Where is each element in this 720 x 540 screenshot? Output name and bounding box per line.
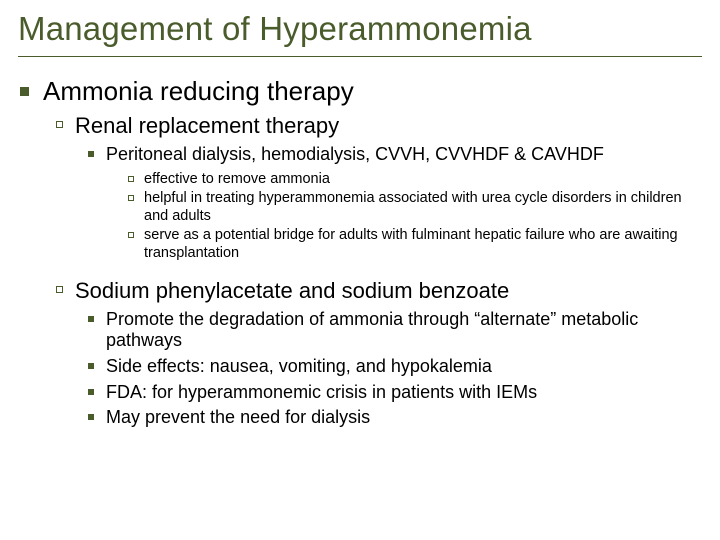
text-l2: Renal replacement therapy xyxy=(75,113,339,139)
slide: Management of Hyperammonemia Ammonia red… xyxy=(0,0,720,540)
square-filled-icon xyxy=(88,389,94,395)
square-filled-icon xyxy=(88,316,94,322)
square-hollow-icon xyxy=(56,286,63,293)
text-l1: Ammonia reducing therapy xyxy=(43,77,354,107)
text-l3: Side effects: nausea, vomiting, and hypo… xyxy=(106,356,492,378)
bullet-l1: Ammonia reducing therapy xyxy=(20,77,702,107)
text-l4: effective to remove ammonia xyxy=(144,170,330,188)
text-l4: helpful in treating hyperammonemia assoc… xyxy=(144,189,702,225)
square-hollow-icon xyxy=(128,195,134,201)
square-filled-icon xyxy=(88,151,94,157)
bullet-l4: serve as a potential bridge for adults w… xyxy=(128,226,702,262)
bullet-l3: Peritoneal dialysis, hemodialysis, CVVH,… xyxy=(88,144,702,166)
bullet-l4: helpful in treating hyperammonemia assoc… xyxy=(128,189,702,225)
square-filled-icon xyxy=(88,414,94,420)
bullet-l3: May prevent the need for dialysis xyxy=(88,407,702,429)
text-l3: Promote the degradation of ammonia throu… xyxy=(106,309,702,352)
text-l2: Sodium phenylacetate and sodium benzoate xyxy=(75,278,509,304)
bullet-l2: Renal replacement therapy xyxy=(56,113,702,139)
square-filled-icon xyxy=(88,363,94,369)
square-hollow-icon xyxy=(56,121,63,128)
bullet-l3: Side effects: nausea, vomiting, and hypo… xyxy=(88,356,702,378)
square-hollow-icon xyxy=(128,232,134,238)
square-hollow-icon xyxy=(128,176,134,182)
bullet-l3: Promote the degradation of ammonia throu… xyxy=(88,309,702,352)
square-filled-icon xyxy=(20,87,29,96)
bullet-l4: effective to remove ammonia xyxy=(128,170,702,188)
text-l4: serve as a potential bridge for adults w… xyxy=(144,226,702,262)
slide-title: Management of Hyperammonemia xyxy=(18,10,702,57)
text-l3: FDA: for hyperammonemic crisis in patien… xyxy=(106,382,537,404)
text-l3: Peritoneal dialysis, hemodialysis, CVVH,… xyxy=(106,144,604,166)
bullet-l3: FDA: for hyperammonemic crisis in patien… xyxy=(88,382,702,404)
bullet-l2: Sodium phenylacetate and sodium benzoate xyxy=(56,278,702,304)
text-l3: May prevent the need for dialysis xyxy=(106,407,370,429)
